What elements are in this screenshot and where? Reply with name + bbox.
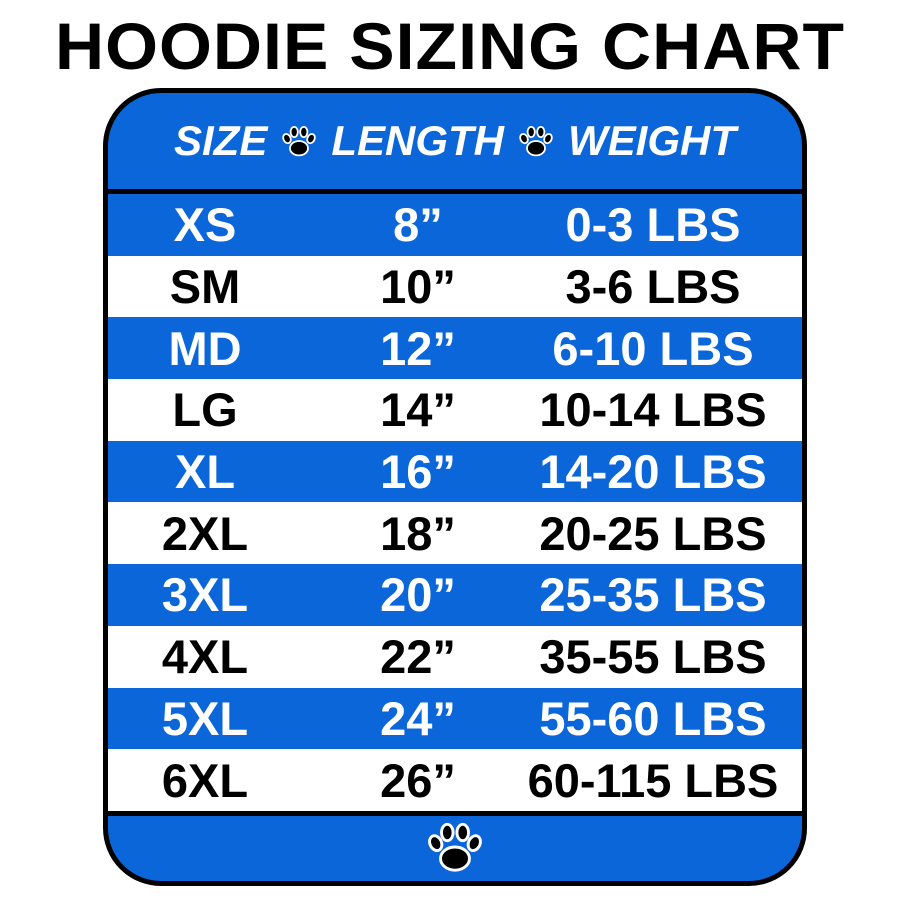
paw-print-icon xyxy=(518,123,555,159)
size-cell: 4XL xyxy=(161,630,249,684)
weight-cell: 55-60 LBS xyxy=(539,691,767,745)
length-cell: 16” xyxy=(380,445,456,499)
paw-print-icon xyxy=(426,820,484,874)
table-row: 4XL 22” 35-55 LBS xyxy=(108,625,802,688)
size-cell: 2XL xyxy=(161,506,249,560)
page-title: HOODIE SIZING CHART xyxy=(54,9,846,83)
size-cell: 6XL xyxy=(161,753,249,807)
table-row: LG 14” 10-14 LBS xyxy=(108,379,802,441)
length-cell: 10” xyxy=(380,260,456,314)
length-cell: 12” xyxy=(380,321,456,375)
size-cell: LG xyxy=(172,383,238,437)
length-cell: 8” xyxy=(393,198,443,252)
length-cell: 20” xyxy=(380,568,456,622)
table-row: 2XL 18” 20-25 LBS xyxy=(108,502,802,565)
weight-cell: 20-25 LBS xyxy=(539,506,767,560)
size-cell: 3XL xyxy=(161,568,249,622)
length-cell: 24” xyxy=(380,691,456,745)
length-cell: 26” xyxy=(380,753,456,807)
weight-cell: 0-3 LBS xyxy=(565,198,741,252)
table-row: SM 10” 3-6 LBS xyxy=(108,255,802,318)
sizing-table: SIZE LENGTH WEIGHT XS 8” 0-3 LBS SM 10” 3-6 L… xyxy=(103,88,807,886)
table-row: XL 16” 14-20 LBS xyxy=(108,440,802,503)
table-row: 5XL 24” 55-60 LBS xyxy=(108,687,802,750)
size-cell: 5XL xyxy=(161,691,249,745)
table-body: XS 8” 0-3 LBS SM 10” 3-6 LBS MD 12” 6-10 LBS LG 14… xyxy=(108,194,802,811)
length-cell: 22” xyxy=(380,630,456,684)
paw-print-icon xyxy=(281,123,318,159)
size-cell: XS xyxy=(173,198,237,252)
size-cell: SM xyxy=(169,260,241,314)
weight-cell: 3-6 LBS xyxy=(565,260,741,314)
weight-cell: 14-20 LBS xyxy=(539,445,767,499)
table-row: MD 12” 6-10 LBS xyxy=(108,317,802,380)
header-length: LENGTH xyxy=(331,117,505,164)
weight-cell: 60-115 LBS xyxy=(527,753,779,807)
table-row: XS 8” 0-3 LBS xyxy=(108,194,802,256)
size-cell: MD xyxy=(168,321,242,375)
length-cell: 14” xyxy=(380,383,456,437)
weight-cell: 6-10 LBS xyxy=(552,321,754,375)
table-header: SIZE LENGTH WEIGHT xyxy=(108,93,802,189)
table-row: 3XL 20” 25-35 LBS xyxy=(108,564,802,626)
table-row: 6XL 26” 60-115 LBS xyxy=(108,749,802,811)
size-cell: XL xyxy=(174,445,236,499)
header-weight: WEIGHT xyxy=(568,117,736,164)
weight-cell: 25-35 LBS xyxy=(539,568,767,622)
divider xyxy=(108,189,802,194)
length-cell: 18” xyxy=(380,506,456,560)
weight-cell: 35-55 LBS xyxy=(539,630,767,684)
weight-cell: 10-14 LBS xyxy=(539,383,767,437)
header-size: SIZE xyxy=(174,117,268,164)
divider xyxy=(108,811,802,816)
